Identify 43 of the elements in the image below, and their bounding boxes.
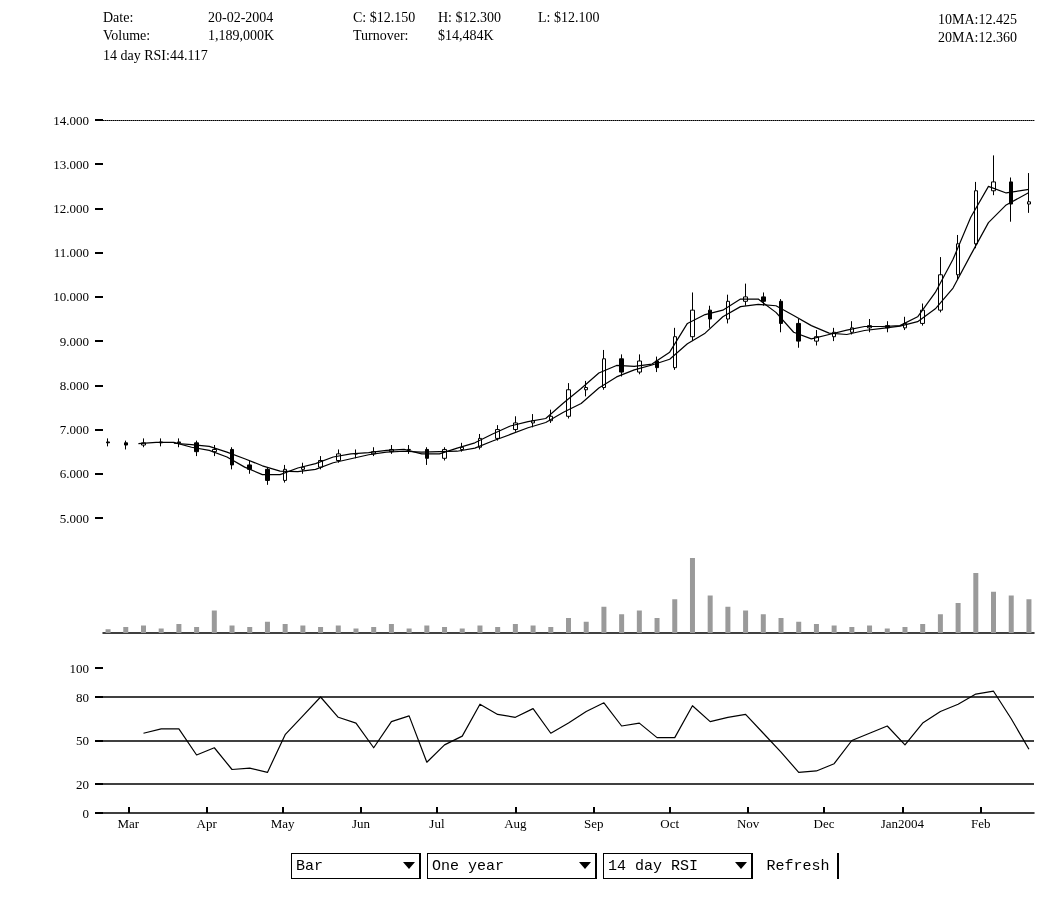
text: C: $12.150 <box>353 10 416 26</box>
x-tick-label: Dec <box>813 816 835 831</box>
y-tick-label: 11.000 <box>53 245 89 261</box>
x-tick-label: May <box>270 816 296 831</box>
text: L: $12.100 <box>538 10 600 26</box>
y-tick-label: 20 <box>76 776 89 792</box>
y-tick-label: 7.000 <box>59 422 89 438</box>
text: Turnover: <box>353 28 409 44</box>
y-tick-label: 10.000 <box>53 289 89 305</box>
y-tick-label: 100 <box>69 660 89 676</box>
x-tick-label: Sep <box>584 816 604 831</box>
y-tick-label: 6.000 <box>59 466 89 482</box>
y-tick-label: 9.000 <box>59 333 89 349</box>
text: Volume: <box>103 28 151 44</box>
text: H: $12.300 <box>438 10 501 26</box>
x-tick-label: Jan2004 <box>880 816 925 831</box>
text: Date: <box>103 10 134 26</box>
y-tick-label: 14.000 <box>53 112 89 128</box>
y-tick-label: 12.000 <box>53 200 89 216</box>
x-tick-label: Nov <box>736 816 760 831</box>
text: 20MA:12.360 <box>938 30 1017 46</box>
y-tick-label: 50 <box>76 733 89 748</box>
y-tick-label: 5.000 <box>59 510 89 526</box>
x-tick-label: Mar <box>117 816 140 831</box>
text: 14 day RSI:44.117 <box>103 48 208 64</box>
x-tick-label: Aug <box>504 816 528 831</box>
text: $14,484K <box>438 28 494 44</box>
x-tick-label: Jun <box>352 816 371 831</box>
y-tick-label: 80 <box>76 689 89 705</box>
x-tick-label: Oct <box>660 816 680 831</box>
x-tick-label: Feb <box>971 816 991 831</box>
text: 1,189,000K <box>208 28 275 44</box>
text: Refresh <box>766 857 830 875</box>
y-tick-label: 13.000 <box>53 156 89 172</box>
y-tick-label: 8.000 <box>59 377 89 393</box>
y-tick-label: 0 <box>82 805 89 821</box>
x-tick-label: Apr <box>196 816 218 831</box>
text: 10MA:12.425 <box>938 12 1017 28</box>
x-tick-label: Jul <box>429 816 445 831</box>
text: 20-02-2004 <box>208 10 274 26</box>
text: 14 day RSI <box>608 857 699 875</box>
text: One year <box>432 857 505 875</box>
text: Bar <box>296 857 324 875</box>
